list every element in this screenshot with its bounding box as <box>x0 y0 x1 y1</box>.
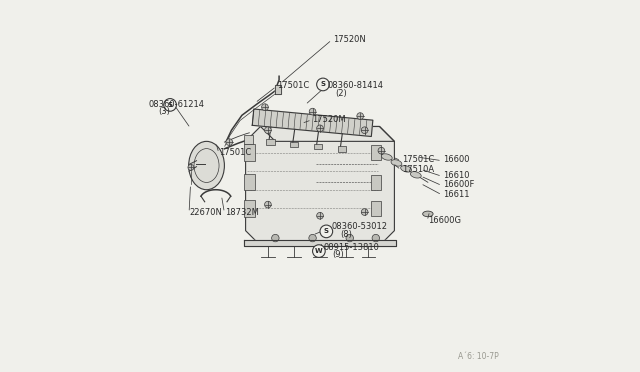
Circle shape <box>264 201 271 208</box>
Circle shape <box>309 108 316 115</box>
Text: (3): (3) <box>158 107 170 116</box>
Text: (9): (9) <box>332 250 344 259</box>
Text: 08360-53012: 08360-53012 <box>331 222 387 231</box>
Ellipse shape <box>391 160 402 166</box>
Polygon shape <box>260 126 394 141</box>
Text: 17501C: 17501C <box>402 155 434 164</box>
Text: 17520M: 17520M <box>312 115 346 124</box>
Text: 16600: 16600 <box>443 155 469 164</box>
Text: (2): (2) <box>335 89 347 97</box>
Bar <box>244 144 255 161</box>
Bar <box>338 146 346 152</box>
Bar <box>291 142 298 147</box>
Text: S: S <box>168 102 173 108</box>
Text: 17501C: 17501C <box>220 148 252 157</box>
Text: 22670N: 22670N <box>190 208 223 217</box>
Polygon shape <box>275 85 281 94</box>
Text: 16611: 16611 <box>443 190 469 199</box>
Circle shape <box>262 104 268 110</box>
Polygon shape <box>244 240 396 246</box>
Ellipse shape <box>189 141 225 190</box>
Ellipse shape <box>410 171 421 178</box>
Circle shape <box>362 209 368 215</box>
Circle shape <box>317 212 323 219</box>
Bar <box>371 175 381 190</box>
Text: S: S <box>321 81 326 87</box>
Bar <box>244 135 253 144</box>
Ellipse shape <box>422 211 433 217</box>
Circle shape <box>320 225 333 238</box>
Circle shape <box>264 127 271 134</box>
Circle shape <box>362 127 368 134</box>
Ellipse shape <box>401 166 412 172</box>
Bar <box>266 139 275 145</box>
Ellipse shape <box>381 154 392 160</box>
Circle shape <box>271 234 279 242</box>
Text: 17501C: 17501C <box>277 81 310 90</box>
Text: 17520N: 17520N <box>333 35 366 44</box>
Polygon shape <box>252 109 373 137</box>
Circle shape <box>188 164 194 170</box>
Bar <box>371 145 381 160</box>
Polygon shape <box>246 126 394 246</box>
Text: 16610: 16610 <box>443 171 469 180</box>
Bar <box>244 200 255 217</box>
Text: 08915-13810: 08915-13810 <box>324 243 380 252</box>
Circle shape <box>164 99 177 111</box>
Circle shape <box>378 147 385 154</box>
Text: 08360-81414: 08360-81414 <box>328 81 383 90</box>
Text: 18732M: 18732M <box>225 208 259 217</box>
Circle shape <box>317 78 330 91</box>
Bar <box>314 144 322 150</box>
Circle shape <box>309 234 316 242</box>
Bar <box>371 201 381 216</box>
Circle shape <box>357 113 364 119</box>
Text: (8): (8) <box>340 230 353 239</box>
Circle shape <box>372 234 380 242</box>
Text: 16600F: 16600F <box>443 180 474 189</box>
Text: A´6: 10-7P: A´6: 10-7P <box>458 352 499 361</box>
Circle shape <box>346 234 353 242</box>
Text: S: S <box>324 228 329 234</box>
Text: 16600G: 16600G <box>428 216 461 225</box>
Bar <box>244 174 255 190</box>
Circle shape <box>312 245 325 257</box>
Circle shape <box>317 125 323 132</box>
Text: W: W <box>315 248 323 254</box>
Text: 08360-61214: 08360-61214 <box>149 100 205 109</box>
Circle shape <box>226 139 232 145</box>
Text: 17510A: 17510A <box>402 165 434 174</box>
